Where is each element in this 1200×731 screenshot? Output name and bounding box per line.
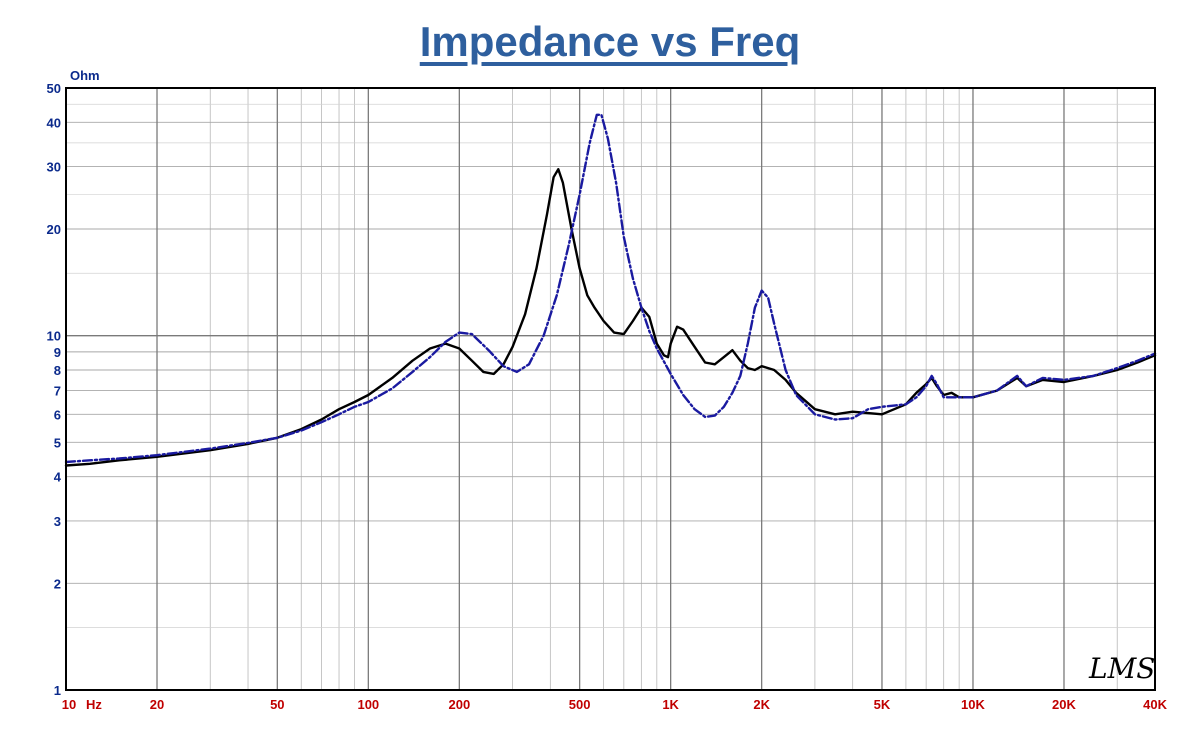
series-line-1 [64, 168, 1157, 467]
y-tick-label: 5 [54, 435, 61, 450]
y-tick-label: 9 [54, 345, 61, 360]
x-tick-label: 100 [357, 697, 379, 712]
x-tick-label: 10K [961, 697, 985, 712]
y-tick-label: 4 [54, 470, 62, 485]
chart-title: Impedance vs Freq [419, 18, 801, 65]
x-tick-labels: 10 20 50 100 200 500 1K 2K 5K 10K 20K 40K [62, 697, 1168, 712]
y-tick-label: 3 [54, 514, 61, 529]
y-tick-labels: 1 2 3 4 5 6 7 8 910 20 30 40 50 [47, 81, 62, 698]
x-tick-label: 500 [569, 697, 591, 712]
x-tick-label: 1K [662, 697, 679, 712]
series-line-2 [64, 113, 1157, 464]
y-tick-label: 10 [47, 329, 61, 344]
plot-frame [65, 87, 1156, 691]
y-tick-label: 50 [47, 81, 61, 96]
x-axis-unit-label: Hz [86, 697, 102, 712]
y-tick-label: 2 [54, 576, 61, 591]
y-tick-label: 40 [47, 115, 61, 130]
y-tick-label: 6 [54, 407, 61, 422]
y-tick-label: 7 [54, 384, 61, 399]
x-tick-label: 10 [62, 697, 76, 712]
grid-major [66, 88, 1155, 690]
x-tick-label: 200 [448, 697, 470, 712]
x-tick-label: 50 [270, 697, 284, 712]
y-tick-label: 8 [54, 363, 61, 378]
x-tick-label: 5K [874, 697, 891, 712]
x-tick-label: 40K [1143, 697, 1167, 712]
x-tick-label: 20 [150, 697, 164, 712]
x-tick-label: 20K [1052, 697, 1076, 712]
series-layer [64, 113, 1157, 467]
y-tick-label: 30 [47, 160, 61, 175]
y-tick-label: 20 [47, 222, 61, 237]
y-tick-label: 1 [54, 683, 61, 698]
grid-minor [66, 88, 1155, 690]
y-axis-unit-label: Ohm [70, 68, 100, 83]
x-tick-label: 2K [753, 697, 770, 712]
lms-watermark: LMS [1088, 652, 1155, 685]
